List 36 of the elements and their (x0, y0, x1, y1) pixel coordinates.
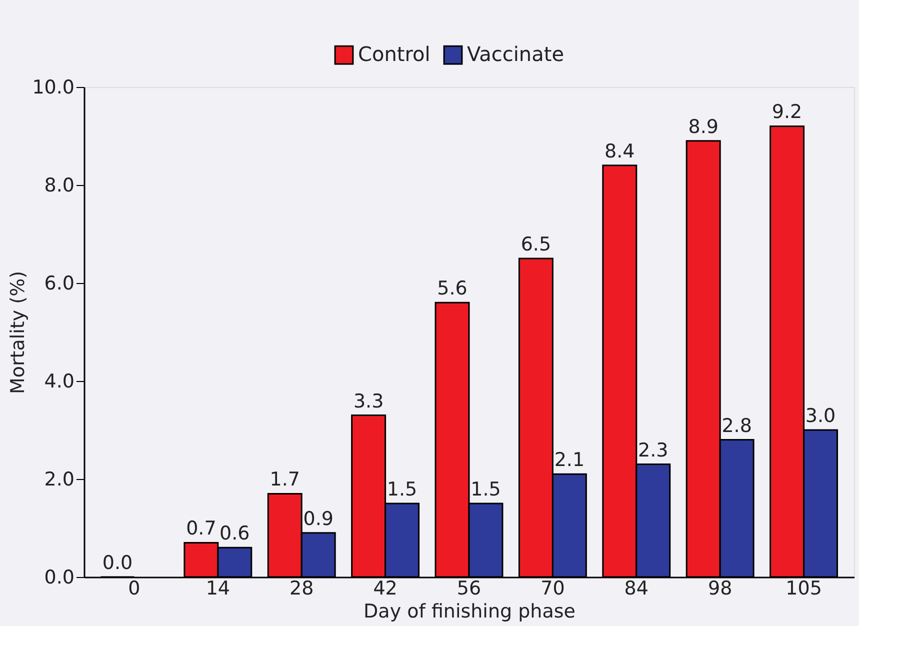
x-tick-label: 28 (290, 578, 314, 600)
legend-label: Control (358, 42, 430, 66)
y-tick-label: 0.0 (44, 566, 74, 588)
data-label: 2.3 (638, 439, 668, 462)
data-label: 8.4 (604, 140, 635, 162)
y-axis-title: Mortality (%) (7, 270, 30, 394)
x-tick-label: 105 (786, 578, 822, 600)
x-tick-label: 84 (624, 578, 648, 600)
data-label: 5.6 (437, 278, 468, 300)
y-tick-label: 8.0 (44, 174, 74, 196)
data-label: 0.0 (102, 552, 133, 574)
data-label: 3.3 (353, 390, 384, 412)
x-tick-label: 98 (708, 578, 732, 600)
data-label: 1.5 (386, 478, 418, 500)
data-label: 9.2 (772, 101, 802, 124)
data-label: 0.6 (220, 522, 250, 545)
data-label: 1.5 (470, 478, 501, 500)
data-label: 1.7 (270, 468, 300, 491)
y-tick-label: 6.0 (44, 272, 74, 294)
y-tick-label: 10.0 (32, 76, 74, 98)
data-label: 2.8 (722, 414, 752, 437)
legend-label: Vaccinate (467, 42, 564, 66)
x-tick-label: 70 (540, 578, 565, 600)
x-tick-label: 42 (373, 578, 398, 600)
data-label: 3.0 (805, 405, 836, 427)
x-tick-label: 56 (456, 578, 482, 600)
data-label: 0.9 (303, 508, 334, 530)
data-label: 8.9 (688, 116, 718, 138)
data-label: 2.1 (554, 449, 585, 472)
data-label: 6.5 (520, 234, 552, 256)
y-tick-label: 4.0 (44, 370, 74, 392)
y-tick-label: 2.0 (44, 468, 74, 490)
x-axis-title: Day of finishing phase (364, 600, 576, 622)
x-tick-label: 0 (128, 578, 140, 600)
data-label: 0.7 (186, 518, 216, 540)
x-tick-label: 14 (206, 578, 230, 600)
